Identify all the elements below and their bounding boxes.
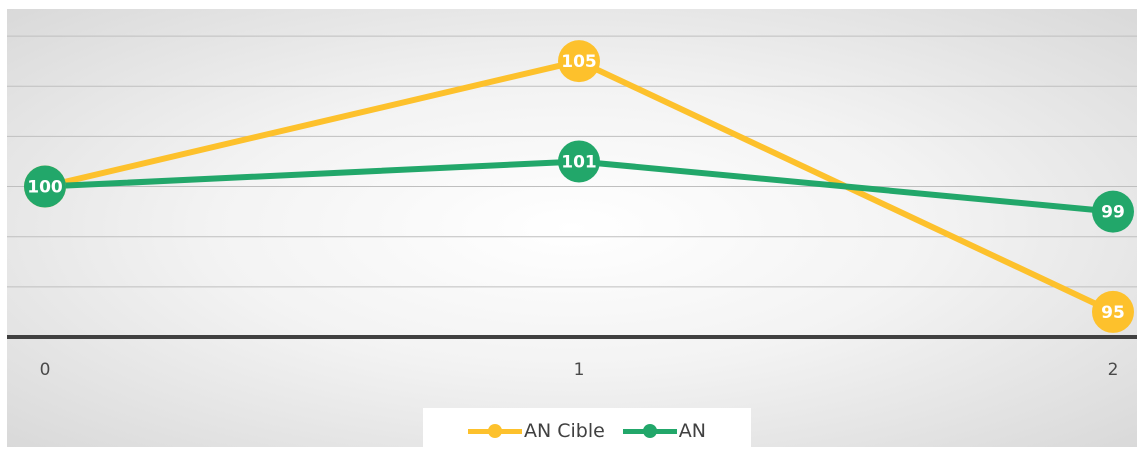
x-tick-label: 2 <box>1108 360 1119 380</box>
data-point <box>1092 290 1134 333</box>
x-tick-label: 1 <box>574 360 585 380</box>
chart-area: 012 1001059510010199 AN Cible AN <box>7 9 1137 454</box>
gridlines <box>7 35 1137 288</box>
legend-swatch-an-cible <box>467 424 522 438</box>
data-points: 1001059510010199 <box>24 40 1134 333</box>
legend-label: AN Cible <box>523 420 605 442</box>
data-label: 100 <box>27 178 63 198</box>
data-point <box>558 140 600 183</box>
x-axis: 0 1 2 <box>7 335 1137 380</box>
data-label: 95 <box>1101 303 1125 323</box>
legend-swatch-an <box>622 424 677 438</box>
legend-item-an-cible[interactable]: AN Cible <box>467 420 605 442</box>
legend-item-an[interactable]: AN <box>622 420 707 442</box>
line-chart: 012 1001059510010199 <box>7 35 1137 380</box>
legend-label: AN <box>678 420 707 442</box>
data-point <box>24 165 66 208</box>
data-point <box>1092 190 1134 233</box>
data-label: 99 <box>1101 203 1125 223</box>
data-label: 105 <box>561 52 597 72</box>
legend: AN Cible AN <box>423 408 751 454</box>
data-point <box>558 40 600 83</box>
data-label: 101 <box>561 152 597 172</box>
x-tick-label: 0 <box>40 360 51 380</box>
